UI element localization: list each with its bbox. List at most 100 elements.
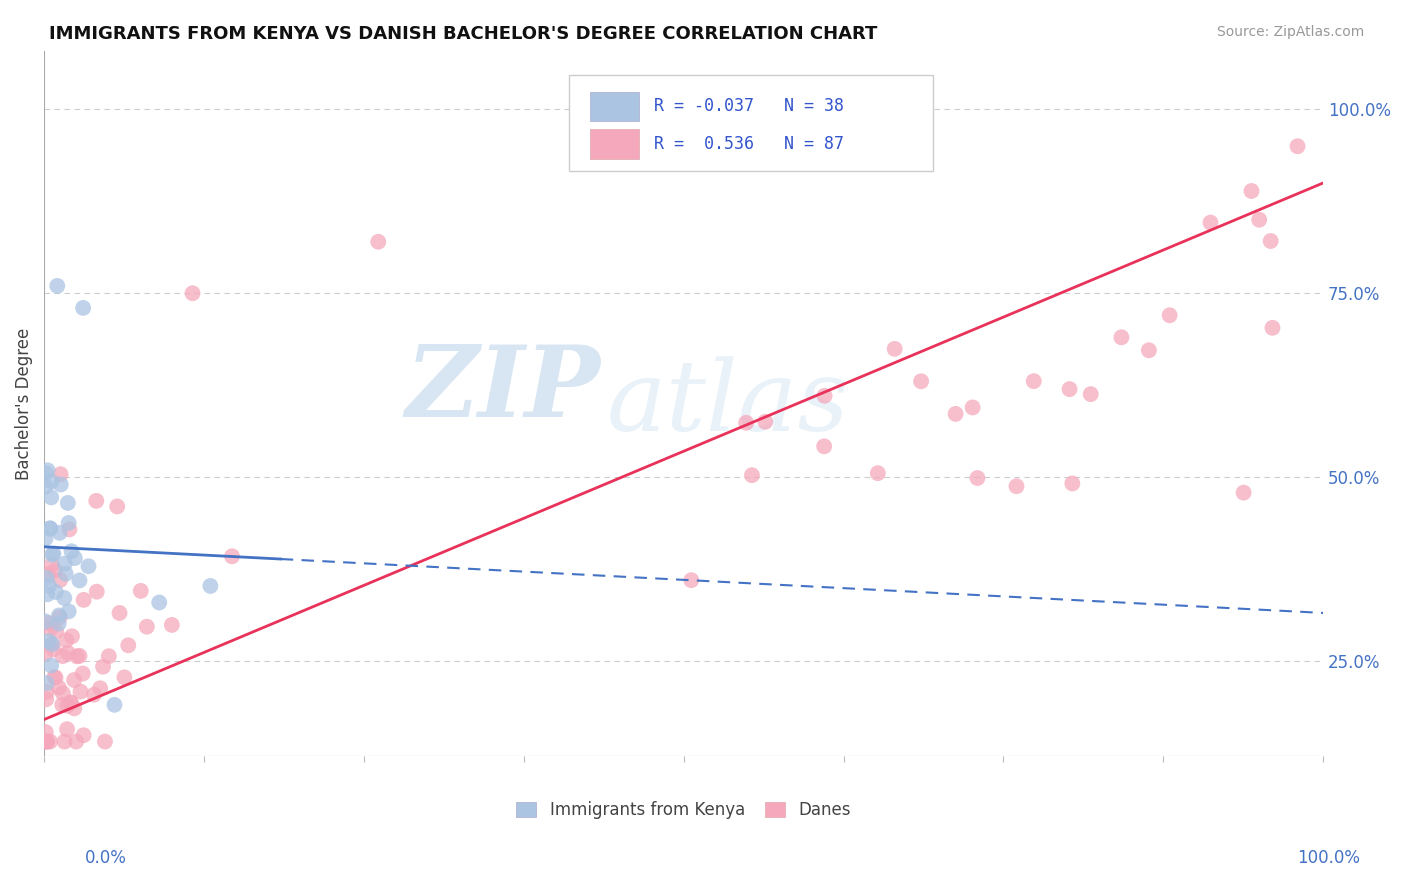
Point [55, 633, 77, 648]
Point [91, 659, 114, 673]
Point [86, 584, 108, 599]
Point [53, 734, 76, 748]
Point [160, 618, 183, 632]
Point [72, 592, 94, 607]
Point [1261, 321, 1284, 335]
Point [35, 571, 58, 585]
Point [910, 374, 932, 388]
Point [69, 684, 91, 698]
FancyBboxPatch shape [591, 129, 638, 159]
Point [741, 468, 763, 483]
Point [105, 500, 128, 514]
Point [1159, 308, 1181, 322]
Point [48, 616, 70, 631]
Point [1022, 374, 1045, 388]
Point [60, 544, 83, 558]
Point [41, 475, 63, 489]
Point [56, 722, 79, 736]
Point [38, 579, 60, 593]
Point [1062, 476, 1084, 491]
Point [754, 415, 776, 429]
Point [45, 671, 67, 685]
Point [41, 548, 63, 562]
Point [58, 522, 80, 536]
Point [34, 467, 56, 481]
Point [112, 670, 135, 684]
Point [39, 491, 62, 505]
Point [945, 407, 967, 421]
Point [39, 734, 62, 748]
Point [37, 615, 59, 630]
Point [37, 734, 59, 748]
Point [84, 493, 107, 508]
Point [200, 579, 222, 593]
Point [59, 695, 82, 709]
Point [681, 573, 703, 587]
FancyBboxPatch shape [591, 92, 638, 121]
Point [77, 559, 100, 574]
Point [35, 685, 58, 699]
Point [1233, 485, 1256, 500]
Point [966, 471, 988, 485]
Point [52, 648, 75, 663]
Point [1199, 216, 1222, 230]
Point [58, 604, 80, 618]
Point [69, 574, 91, 588]
Point [94, 734, 117, 748]
Point [52, 686, 75, 700]
Point [813, 439, 835, 453]
Point [1240, 184, 1263, 198]
Point [883, 342, 905, 356]
Point [35, 676, 58, 690]
Point [56, 496, 79, 510]
Point [63, 673, 86, 687]
Point [35, 734, 58, 748]
Point [42, 642, 65, 657]
Point [66, 649, 89, 664]
Point [44, 670, 66, 684]
Point [34, 647, 56, 661]
Point [58, 516, 80, 530]
Point [49, 467, 72, 482]
Point [108, 606, 131, 620]
Point [59, 696, 82, 710]
Point [41, 638, 63, 652]
Point [181, 286, 204, 301]
Point [69, 648, 91, 663]
Point [1080, 387, 1102, 401]
Point [34, 734, 56, 748]
Point [117, 638, 139, 652]
Text: ZIP: ZIP [405, 341, 600, 438]
Point [1111, 330, 1133, 344]
Point [60, 629, 83, 643]
Text: 100.0%: 100.0% [1298, 849, 1360, 867]
Text: R =  0.536   N = 87: R = 0.536 N = 87 [654, 135, 844, 153]
Point [1286, 139, 1309, 153]
Point [48, 681, 70, 695]
Point [53, 557, 76, 571]
Point [39, 622, 62, 636]
Point [97, 649, 120, 664]
Point [72, 666, 94, 681]
Point [72, 301, 94, 315]
Point [35, 692, 58, 706]
Point [34, 532, 56, 546]
Point [37, 567, 59, 582]
Point [56, 646, 79, 660]
Point [39, 658, 62, 673]
Point [103, 698, 125, 712]
Point [38, 634, 60, 648]
Point [42, 547, 65, 561]
Point [1249, 212, 1271, 227]
Point [46, 278, 69, 293]
Point [37, 587, 59, 601]
Text: atlas: atlas [607, 356, 849, 451]
Point [813, 389, 835, 403]
Point [135, 620, 157, 634]
Point [735, 416, 758, 430]
FancyBboxPatch shape [568, 76, 934, 170]
Point [39, 522, 62, 536]
Point [866, 466, 889, 480]
Point [49, 477, 72, 491]
Y-axis label: Bachelor's Degree: Bachelor's Degree [15, 327, 32, 480]
